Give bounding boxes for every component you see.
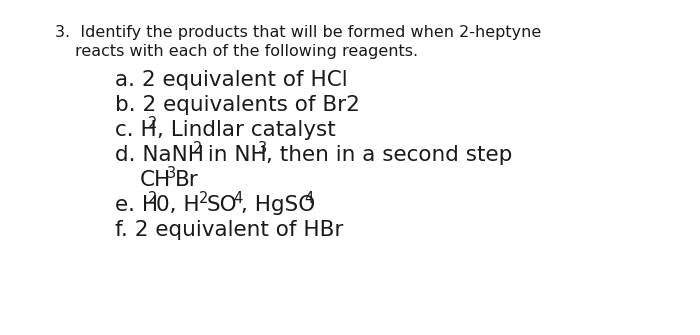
Text: 3.  Identify the products that will be formed when 2-heptyne: 3. Identify the products that will be fo… xyxy=(55,25,541,40)
Text: , then in a second step: , then in a second step xyxy=(266,145,512,165)
Text: b. 2 equivalents of Br2: b. 2 equivalents of Br2 xyxy=(115,95,360,115)
Text: , Lindlar catalyst: , Lindlar catalyst xyxy=(157,120,336,140)
Text: 4: 4 xyxy=(233,191,242,206)
Text: 3: 3 xyxy=(167,166,176,181)
Text: reacts with each of the following reagents.: reacts with each of the following reagen… xyxy=(75,44,418,59)
Text: in NH: in NH xyxy=(201,145,267,165)
Text: Br: Br xyxy=(175,170,199,190)
Text: 2: 2 xyxy=(193,141,202,156)
Text: 2: 2 xyxy=(199,191,209,206)
Text: 3: 3 xyxy=(258,141,267,156)
Text: d. NaNH: d. NaNH xyxy=(115,145,204,165)
Text: c. H: c. H xyxy=(115,120,157,140)
Text: 0, H: 0, H xyxy=(156,195,199,215)
Text: f. 2 equivalent of HBr: f. 2 equivalent of HBr xyxy=(115,220,344,240)
Text: 2: 2 xyxy=(148,191,158,206)
Text: e. H: e. H xyxy=(115,195,158,215)
Text: SO: SO xyxy=(207,195,237,215)
Text: 4: 4 xyxy=(304,191,314,206)
Text: a. 2 equivalent of HCl: a. 2 equivalent of HCl xyxy=(115,70,348,90)
Text: CH: CH xyxy=(140,170,172,190)
Text: , HgSO: , HgSO xyxy=(241,195,315,215)
Text: 2: 2 xyxy=(148,116,158,131)
